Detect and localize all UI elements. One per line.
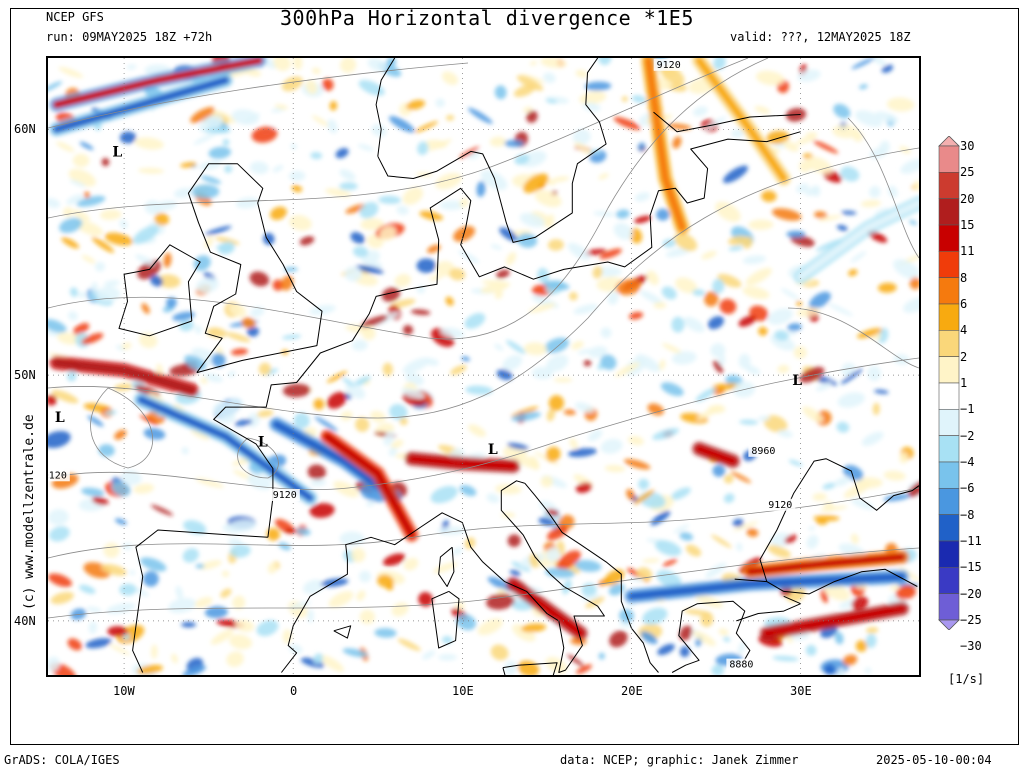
graticule — [48, 58, 919, 675]
colorbar-bottom-arrow — [938, 619, 960, 630]
contour-value-label: 9120 — [768, 500, 792, 511]
longitude-label: 20E — [621, 684, 643, 698]
colorbar-swatch — [938, 540, 960, 568]
colorbar-level-label: 15 — [960, 218, 975, 232]
colorbar-level-label: 25 — [960, 165, 975, 179]
model-name: NCEP GFS — [46, 10, 104, 24]
longitude-label: 10E — [452, 684, 474, 698]
longitude-label: 30E — [790, 684, 812, 698]
latitude-label: 60N — [14, 122, 36, 136]
credit-text: (c) www.modellzentrale.de — [22, 414, 37, 610]
colorbar-level-label: 30 — [960, 139, 975, 153]
colorbar-level-label: 20 — [960, 192, 975, 206]
colorbar-level-label: −20 — [960, 587, 982, 601]
colorbar-swatch — [938, 251, 960, 278]
low-pressure-label: L — [488, 442, 498, 458]
contour-value-label: 9120 — [273, 490, 297, 501]
longitude-label: 10W — [113, 684, 135, 698]
colorbar-level-label: −15 — [960, 560, 982, 574]
colorbar-level-label: 1 — [960, 376, 968, 390]
contour-value-label: 9120 — [657, 60, 681, 71]
height-contours — [48, 58, 919, 619]
colorbar-swatch — [938, 330, 960, 357]
colorbar-swatch — [938, 356, 960, 384]
colorbar-level-label: −1 — [960, 402, 975, 416]
colorbar-level-label: 11 — [960, 244, 975, 258]
outer-frame — [10, 8, 1019, 745]
colorbar-level-label: 4 — [960, 323, 968, 337]
map-labels: L L L L L 9120 9120 9120 8960 9120 8880 — [48, 58, 802, 671]
low-pressure-label: L — [55, 410, 65, 426]
colorbar-level-label: 8 — [960, 271, 968, 285]
colorbar-swatch — [938, 408, 960, 436]
map-title: 300hPa Horizontal divergence *1E5 — [280, 6, 694, 30]
colorbar-level-label: −30 — [960, 639, 982, 653]
valid-info: valid: ???, 12MAY2025 18Z — [730, 30, 911, 44]
colorbar-swatch — [938, 566, 960, 594]
coastlines — [118, 58, 919, 675]
footer-grads: GrADS: COLA/IGES — [4, 753, 120, 767]
colorbar-swatch — [938, 593, 960, 621]
colorbar-level-label: −11 — [960, 534, 982, 548]
colorbar-swatch — [938, 198, 960, 226]
colorbar-swatch — [938, 382, 960, 410]
contour-value-label: 8960 — [751, 446, 775, 457]
footer-credit: data: NCEP; graphic: Janek Zimmer — [560, 753, 799, 767]
low-pressure-label: L — [258, 434, 268, 450]
colorbar-level-label: −2 — [960, 429, 975, 443]
latitude-label: 50N — [14, 368, 36, 382]
contour-value-label: 8880 — [729, 660, 753, 671]
low-pressure-label: L — [792, 373, 802, 389]
map-canvas: L L L L L 9120 9120 9120 8960 9120 8880 — [48, 58, 919, 675]
colorbar-swatch — [938, 435, 960, 463]
colorbar-swatch — [938, 224, 960, 252]
colorbar-swatch — [938, 303, 960, 331]
colorbar-level-label: −6 — [960, 481, 975, 495]
colorbar-swatch — [938, 171, 960, 199]
colorbar-level-label: 2 — [960, 350, 968, 364]
colorbar-swatch — [938, 145, 960, 173]
colorbar-level-label: −4 — [960, 455, 975, 469]
colorbar-swatch — [938, 461, 960, 489]
divergence-map: L L L L L 9120 9120 9120 8960 9120 8880 — [46, 56, 921, 677]
colorbar-swatch — [938, 514, 960, 542]
colorbar-top-arrow — [938, 136, 960, 147]
colorbar-unit: [1/s] — [948, 672, 985, 686]
longitude-label: 0 — [290, 684, 298, 698]
colorbar-level-label: −25 — [960, 613, 982, 627]
colorbar-swatch — [938, 277, 960, 305]
colorbar-level-label: −8 — [960, 508, 975, 522]
footer-date: 2025-05-10-00:04 — [876, 753, 992, 767]
divergence-field — [48, 58, 919, 675]
colorbar-swatch — [938, 487, 960, 515]
colorbar-level-label: 6 — [960, 297, 968, 311]
low-pressure-label: L — [112, 144, 122, 160]
run-info: run: 09MAY2025 18Z +72h — [46, 30, 213, 44]
colorbar — [938, 136, 960, 630]
latitude-label: 40N — [14, 614, 36, 628]
contour-value-label: 9120 — [48, 470, 67, 481]
